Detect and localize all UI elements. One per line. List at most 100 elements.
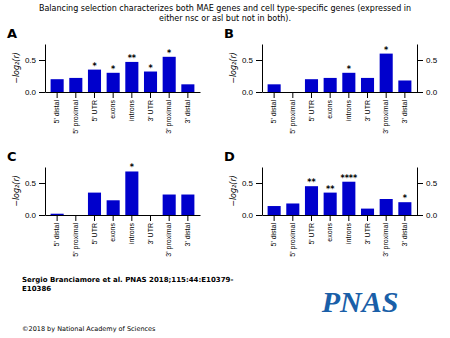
x-tick-mark (169, 92, 170, 98)
bar (181, 84, 194, 92)
bars (268, 182, 412, 215)
x-tick-label: 3' distal (401, 100, 408, 124)
annotations: ****** (92, 49, 172, 74)
x-tick-mark (187, 215, 188, 221)
x-tick: introns (345, 215, 352, 244)
y-tick-mark (39, 215, 45, 216)
y-tick: 0.5 (25, 56, 45, 65)
x-tick-label: 5' UTR (91, 223, 98, 245)
x-tick: 5' proximal (72, 92, 80, 134)
bar (361, 209, 374, 215)
x-tick: introns (128, 215, 135, 244)
x-tick-label: 3' proximal (382, 100, 390, 134)
copyright: ©2018 by National Academy of Sciences (22, 325, 156, 333)
bar (305, 186, 318, 215)
x-tick-label: exons (326, 223, 333, 242)
x-tick-label: 3' proximal (165, 100, 173, 134)
x-tick: 3' proximal (382, 92, 390, 134)
x-tick-mark (150, 92, 151, 98)
x-tick: 3' proximal (165, 215, 173, 257)
x-tick-mark (386, 92, 387, 98)
bar (286, 92, 299, 93)
y2-axis-line (417, 168, 418, 216)
x-tick-mark (150, 215, 151, 221)
x-tick-mark (386, 215, 387, 221)
x-tick-label: 3' UTR (364, 100, 371, 122)
x-tick: 3' proximal (382, 215, 390, 257)
bar (268, 84, 281, 92)
x-tick-mark (348, 215, 349, 221)
y-tick-label: 0.5 (25, 179, 37, 188)
bar (51, 214, 64, 215)
y2-tick-label: 0.0 (426, 211, 438, 220)
panel: 0.0 0.5 5' distal 5' proximal 5' UTR exons int… (7, 149, 201, 257)
x-tick: 3' distal (184, 92, 191, 124)
x-tick-label: 3' proximal (382, 223, 390, 257)
y-tick-label: 0.0 (242, 211, 254, 220)
y-axis-line (262, 45, 263, 93)
x-tick: exons (109, 215, 116, 242)
bar (181, 195, 194, 215)
x-tick: exons (109, 92, 116, 119)
x-tick-mark (330, 215, 331, 221)
x-tick: 5' distal (270, 92, 277, 124)
panel-label: D (224, 149, 235, 164)
bar (107, 200, 120, 215)
x-axis: 5' distal5' proximal5' UTRexonsintrons3'… (263, 92, 418, 134)
x-tick-mark (75, 92, 76, 98)
y-axis-label: −log₂(r) (229, 52, 238, 84)
x-tick-label: 5' distal (53, 223, 60, 247)
title-line: Balancing selection characterizes both M… (39, 4, 411, 13)
y-tick: 0.0 (242, 88, 262, 97)
y-tick: 0.5 (242, 179, 262, 188)
y2-tick: 0.5 (417, 179, 438, 188)
significance-star: * (130, 163, 135, 172)
bars (51, 57, 195, 92)
x-tick-mark (367, 92, 368, 98)
x-tick-mark (274, 215, 275, 221)
y-axis-line (45, 45, 46, 93)
x-tick: 3' distal (184, 215, 191, 247)
y-tick-mark (256, 60, 262, 61)
y-tick-label: 0.5 (242, 179, 254, 188)
significance-star: ** (307, 178, 316, 187)
y-tick-mark (39, 92, 45, 93)
y-tick-label: 0.0 (25, 211, 37, 220)
x-tick: 5' proximal (289, 92, 297, 134)
x-tick: 5' distal (270, 215, 277, 247)
x-tick: 5' distal (53, 215, 60, 247)
x-tick-mark (57, 215, 58, 221)
x-axis-line (263, 92, 418, 93)
x-tick-mark (113, 215, 114, 221)
significance-star: * (148, 64, 153, 73)
bar (69, 78, 82, 92)
x-tick: 5' UTR (91, 92, 98, 122)
figure-title: Balancing selection characterizes both M… (39, 4, 411, 23)
annotations: ** (347, 46, 389, 74)
y2-tick-label: 0.5 (426, 56, 438, 65)
x-tick-mark (94, 215, 95, 221)
y2-tick-mark (417, 183, 423, 184)
x-tick-mark (57, 92, 58, 98)
y2-axis-line (417, 45, 418, 93)
x-tick: 5' distal (53, 92, 60, 124)
bar (361, 78, 374, 92)
bar (69, 215, 82, 216)
x-tick-label: 5' proximal (72, 223, 80, 257)
significance-star: **** (340, 174, 358, 183)
significance-star: * (384, 46, 389, 55)
y2-tick-mark (417, 215, 423, 216)
y-axis: 0.0 0.5 (242, 45, 263, 98)
x-axis-line (46, 92, 201, 93)
x-tick-mark (131, 92, 132, 98)
x-tick: 3' distal (401, 92, 408, 124)
bar (398, 202, 411, 215)
x-tick-mark (292, 92, 293, 98)
y-tick-mark (39, 60, 45, 61)
y2-axis: 0.00.5 (417, 45, 438, 98)
y-tick: 0.5 (242, 56, 262, 65)
x-axis: 5' distal5' proximal5' UTRexonsintrons3'… (263, 215, 418, 257)
x-tick-label: introns (345, 100, 352, 122)
x-axis-line (263, 215, 418, 216)
bar (163, 57, 176, 92)
